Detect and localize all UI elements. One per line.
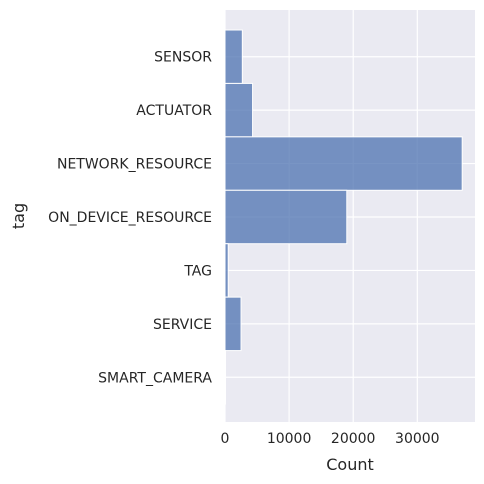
bar-tag [224, 243, 229, 298]
y-axis-title: tag [9, 203, 28, 229]
bar-network-resource [224, 136, 463, 191]
y-tick-label: NETWORK_RESOURCE [57, 157, 212, 173]
bar-service [224, 296, 242, 352]
bars [224, 29, 463, 405]
bar-sensor [224, 29, 243, 84]
x-tick-label: 20000 [331, 431, 376, 447]
y-tick-label: TAG [183, 263, 212, 279]
y-tick-label: SERVICE [153, 317, 212, 333]
y-tick-label: ON_DEVICE_RESOURCE [48, 210, 212, 226]
y-tick-labels: SENSOR ACTUATOR NETWORK_RESOURCE ON_DEVICE_… [48, 50, 212, 387]
x-axis-title: Count [326, 455, 374, 474]
x-tick-label: 10000 [267, 431, 312, 447]
x-tick-label: 30000 [395, 431, 440, 447]
x-tick-label: 0 [221, 431, 230, 447]
y-tick-label: ACTUATOR [136, 103, 212, 119]
y-tick-label: SMART_CAMERA [98, 370, 212, 386]
y-tick-label: SENSOR [154, 50, 212, 66]
bar-on-device-resource [224, 189, 348, 245]
bar-smart-camera [224, 350, 227, 405]
bar-actuator [224, 82, 254, 138]
x-tick-labels: 0 10000 20000 30000 [221, 431, 440, 447]
